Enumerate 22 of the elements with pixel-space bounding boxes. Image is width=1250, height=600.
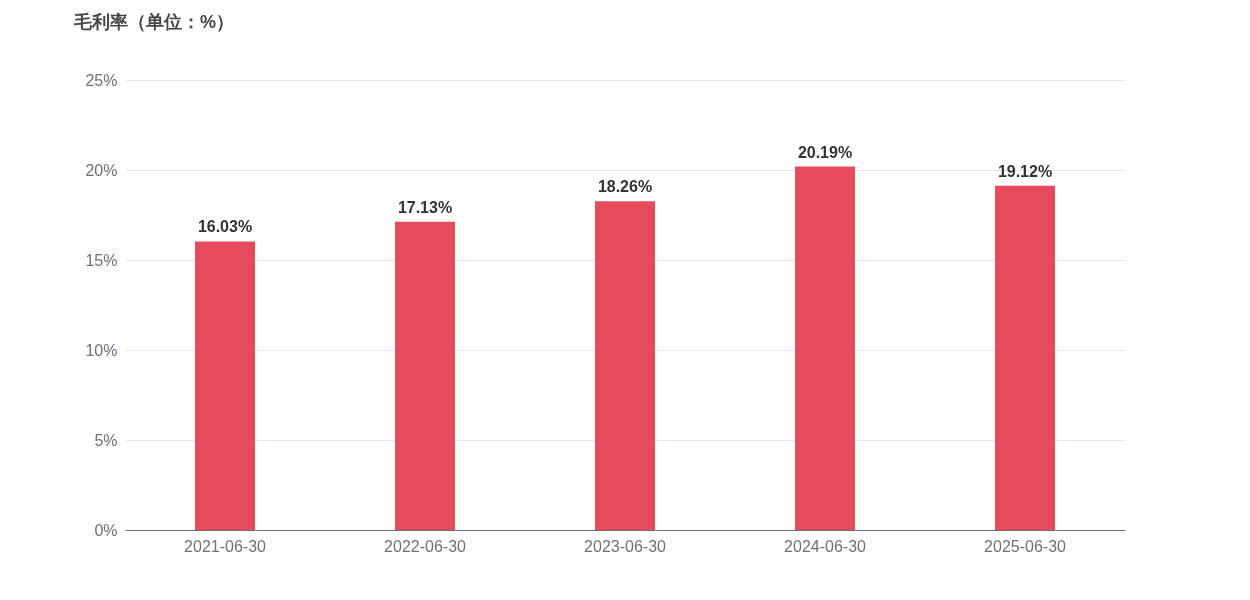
bar <box>595 201 655 530</box>
x-tick-label: 2021-06-30 <box>184 537 267 555</box>
bar <box>995 185 1055 530</box>
data-label: 19.12% <box>997 162 1053 180</box>
x-tick-label: 2025-06-30 <box>984 537 1067 555</box>
bar <box>195 241 255 530</box>
chart-title: 毛利率（单位：%） <box>72 12 234 32</box>
bar <box>395 221 455 530</box>
y-tick-label: 20% <box>85 161 118 179</box>
x-tick-label: 2022-06-30 <box>384 537 467 555</box>
y-tick-label: 25% <box>85 71 118 89</box>
data-label: 17.13% <box>397 198 453 216</box>
data-label: 20.19% <box>797 143 853 161</box>
data-label: 18.26% <box>597 178 653 196</box>
x-tick-label: 2024-06-30 <box>784 537 867 555</box>
bar <box>795 166 855 530</box>
x-tick-label: 2023-06-30 <box>584 537 667 555</box>
y-tick-label: 5% <box>94 431 118 449</box>
y-tick-label: 10% <box>85 341 118 359</box>
data-label: 16.03% <box>197 218 253 236</box>
y-tick-label: 0% <box>94 521 118 539</box>
y-tick-label: 15% <box>85 251 118 269</box>
